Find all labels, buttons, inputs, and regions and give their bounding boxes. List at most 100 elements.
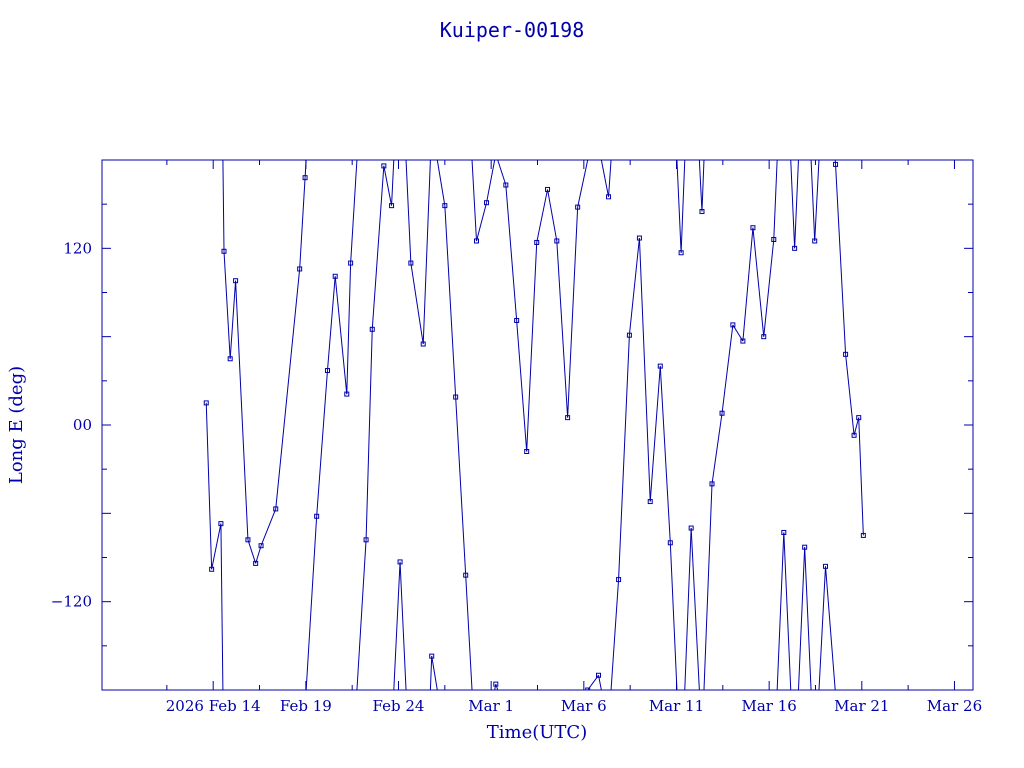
data-point [369, 326, 375, 332]
series-segment [732, 324, 744, 342]
data-point [626, 332, 632, 338]
data-point [473, 238, 479, 244]
data-point [545, 186, 551, 192]
series-segment [711, 413, 723, 484]
series-segment [471, 160, 477, 241]
series-segment [211, 523, 222, 570]
data-point [802, 544, 808, 550]
series-segment [260, 508, 277, 546]
data-point [833, 161, 839, 167]
data-point [442, 203, 448, 209]
data-point [245, 537, 251, 543]
data-point [253, 560, 259, 566]
data-point [750, 225, 756, 231]
data-point [688, 525, 694, 531]
series-segment [797, 547, 806, 690]
series-segment [721, 324, 734, 414]
x-tick-label: Mar 1 [468, 697, 514, 715]
series-segment [763, 239, 775, 337]
series-segment [205, 402, 213, 570]
data-point [344, 391, 350, 397]
series-segment [316, 370, 328, 517]
data-point [493, 681, 499, 687]
series-segment [431, 656, 438, 690]
data-point [636, 235, 642, 241]
series-segment [465, 575, 473, 690]
series-segment [410, 262, 424, 345]
series-segment [649, 366, 661, 502]
data-point [348, 260, 354, 266]
y-axis-label: Long E (deg) [6, 366, 27, 484]
series-segment [608, 160, 612, 197]
data-point [389, 203, 395, 209]
series-segment [790, 160, 796, 249]
x-tick-label: Mar 21 [834, 697, 889, 715]
series-segment [393, 561, 401, 690]
series-segment [628, 237, 640, 336]
data-point [233, 278, 239, 284]
series-segment [701, 160, 705, 212]
series-segment [567, 207, 579, 418]
data-point [363, 537, 369, 543]
data-point [585, 687, 591, 690]
data-point [514, 317, 520, 323]
data-point [218, 521, 224, 527]
series-segment [399, 561, 407, 690]
series-segment [383, 165, 393, 206]
data-point [554, 238, 560, 244]
data-point [761, 334, 767, 340]
series-segment [429, 656, 433, 690]
data-point [812, 238, 818, 244]
series-segment [356, 539, 367, 690]
data-point [565, 415, 571, 421]
data-point [699, 209, 705, 215]
series-segment [235, 280, 249, 540]
series-segment [305, 516, 318, 690]
series-segment [299, 177, 306, 269]
data-series [203, 160, 866, 690]
series-segment [703, 483, 713, 690]
data-point [453, 394, 459, 400]
series-segment [698, 160, 703, 212]
series-segment [436, 160, 446, 206]
series-segment [497, 160, 507, 186]
series-segment [365, 329, 373, 540]
data-point [575, 204, 581, 210]
data-point [302, 175, 308, 181]
series-segment [752, 227, 765, 337]
series-segment [618, 335, 630, 580]
x-axis-label: Time(UTC) [487, 722, 587, 743]
y-tick-labels: −120 00 120 [51, 239, 92, 610]
series-segment [804, 547, 812, 690]
x-tick-label: Feb 24 [373, 697, 425, 715]
x-tick-label: Mar 26 [927, 697, 982, 715]
data-point [860, 532, 866, 538]
series-segment [247, 539, 257, 564]
data-point [792, 245, 798, 251]
series-segment [334, 276, 348, 395]
series-segment [776, 532, 785, 690]
series-segment [835, 164, 847, 355]
data-point [606, 194, 612, 200]
series-segment [638, 238, 651, 502]
data-point [463, 572, 469, 578]
data-point [227, 356, 233, 362]
series-segment [684, 528, 692, 690]
series-segment [794, 160, 799, 249]
data-point [616, 577, 622, 583]
data-point [657, 363, 663, 369]
series-segment [455, 396, 467, 576]
series-segment [371, 165, 385, 330]
axis-ticks [102, 159, 973, 691]
data-point [524, 449, 530, 454]
y-tick-label: −120 [51, 593, 92, 611]
series-segment [825, 566, 836, 690]
chart-title: Kuiper-00198 [440, 18, 585, 42]
series-segment [516, 320, 528, 452]
data-point [771, 237, 777, 242]
x-tick-label: Feb 19 [280, 697, 332, 715]
series-segment [600, 160, 610, 197]
x-tick-label: Mar 16 [741, 697, 796, 715]
data-point [314, 513, 320, 519]
